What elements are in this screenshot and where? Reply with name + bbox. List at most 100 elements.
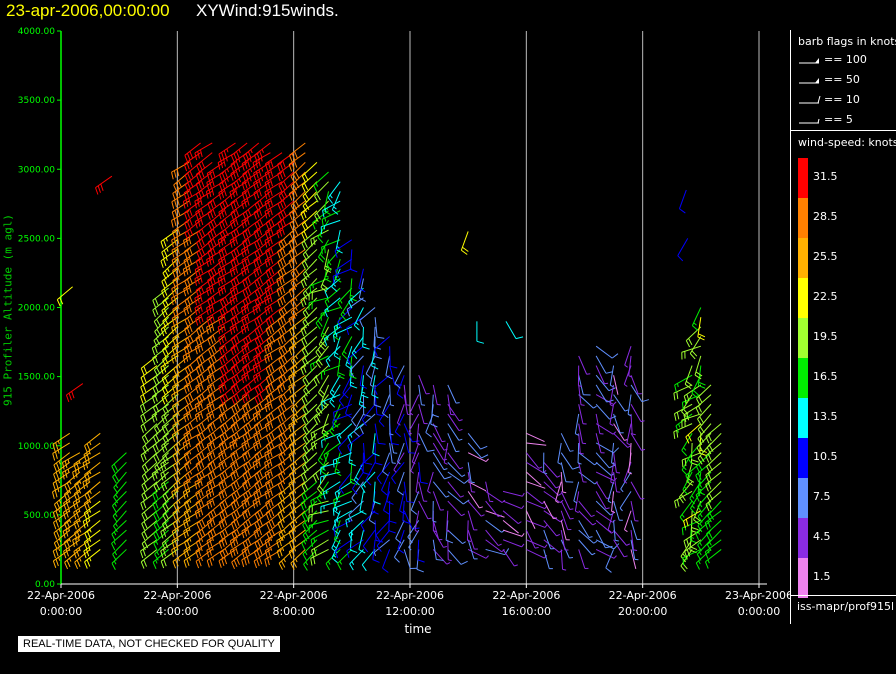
barb-feather [230,221,234,229]
barb-staff [172,510,190,524]
barb-staff [152,432,169,447]
wind-barb [627,394,632,417]
barb-staff [171,161,190,173]
wind-barb [681,433,693,457]
color-scale-label: 28.5 [813,210,838,223]
barb-feather [65,529,69,537]
barb-staff [418,500,429,520]
barb-feather [281,275,285,284]
barb-feather [183,414,187,423]
barb-feather [241,317,245,326]
barb-staff [219,210,236,224]
barb-feather [256,423,260,431]
barb-feather [270,315,275,323]
barb-feather [218,463,222,471]
wind-barb [349,530,358,554]
barb-feather [201,451,205,459]
barb-feather [698,463,703,471]
barb-staff [526,539,545,548]
color-scale-swatch [798,238,808,278]
barb-feather [74,470,78,478]
barb-staff [141,471,158,486]
wind-barb [386,481,394,505]
barb-feather [244,394,248,402]
barb-feather [244,500,247,508]
barb-feather [277,416,282,424]
barb-feather [301,262,307,270]
barb-feather [333,529,336,537]
barb-feather [142,447,147,454]
barb-feather [207,425,211,433]
barb-feather [88,517,91,522]
barb-feather [244,345,247,353]
wind-barb [184,307,201,327]
barb-feather [182,240,186,248]
barb-feather [182,491,186,499]
barb-feather [683,540,687,548]
barb-feather [163,395,168,403]
barb-staff [208,210,225,225]
barb-staff [207,190,225,204]
barb-staff [63,539,81,552]
barb-feather [317,236,324,244]
barb-feather [255,499,258,507]
barb-feather [281,560,286,568]
barb-staff [172,500,190,514]
wind-barb [195,200,213,220]
barb-feather [209,538,213,547]
barb-staff [560,452,573,470]
barb-feather [246,372,250,380]
barb-feather [160,260,164,268]
barb-feather [498,543,502,546]
barb-staff [218,307,236,319]
barb-feather [77,468,80,473]
barb-feather [199,294,203,303]
color-scale-swatch [798,518,808,558]
barb-feather [64,484,69,492]
barb-feather [485,458,489,462]
barb-feather [233,210,237,218]
barb-feather [210,269,215,277]
barb-staff [432,452,445,470]
barb-feather [162,471,167,479]
barb-feather [155,405,160,413]
barb-feather [304,464,309,471]
barb-staff [217,316,236,328]
barb-feather [189,422,194,430]
barb-feather [218,415,223,423]
barb-staff [595,481,608,499]
barb-staff [195,278,213,291]
barb-feather [221,181,226,190]
barb-feather [295,403,298,408]
barb-feather [187,182,192,190]
barb-staff [195,336,213,348]
wind-barb [447,452,464,470]
barb-feather [233,501,237,509]
barb-feather [212,199,217,207]
wind-barb [219,220,236,241]
barb-feather [593,540,598,544]
x-tick-time: 4:00:00 [156,605,198,618]
barb-feather [198,472,203,480]
barb-staff [184,384,201,398]
barb-feather [196,533,201,541]
barb-feather [222,434,227,442]
barb-feather [200,363,205,372]
barb-feather [245,521,250,529]
wind-barb [289,142,306,163]
barb-feather [143,511,148,519]
wind-barb [84,481,101,502]
wind-barb [172,374,190,394]
wind-barb [578,394,597,409]
wind-barb [243,452,260,473]
barb-feather [280,367,286,375]
barb-feather [233,278,237,286]
barb-feather [153,340,158,348]
barb-feather [78,547,81,552]
barb-staff [447,461,463,477]
barb-feather [319,234,323,238]
barb-feather [253,356,257,365]
barb-feather [209,180,212,188]
barb-feather [268,385,272,393]
barb-feather [562,568,567,571]
